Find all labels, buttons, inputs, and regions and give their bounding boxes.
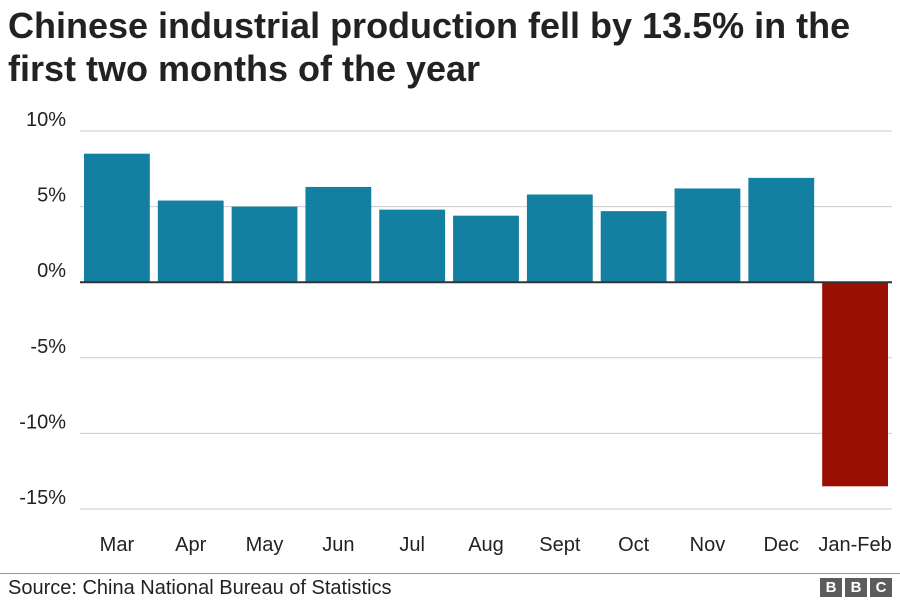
- bar-dec: [748, 177, 815, 283]
- chart-title: Chinese industrial production fell by 13…: [8, 5, 851, 89]
- bar-aug: [453, 215, 519, 283]
- bar-chart: 10% 5% 0% -5% -10% -15% Mar Apr May Jun Jul Aug Sep…: [19, 110, 892, 556]
- y-tick-label: -5%: [30, 336, 66, 358]
- bar-may: [231, 206, 298, 283]
- y-axis-tick-labels: 10% 5% 0% -5% -10% -15%: [19, 110, 66, 509]
- source-note: Source: China National Bureau of Statist…: [8, 577, 392, 599]
- bar-jun: [305, 186, 372, 283]
- y-tick-label: 0%: [37, 260, 66, 282]
- x-tick-label: May: [246, 534, 284, 556]
- footer-divider: [0, 573, 900, 574]
- x-tick-label: Oct: [618, 534, 650, 556]
- bbc-logo: B B C: [820, 578, 892, 597]
- x-tick-label: Jul: [399, 534, 425, 556]
- x-tick-label: Aug: [468, 534, 504, 556]
- x-tick-label: Apr: [175, 534, 206, 556]
- x-tick-label: Jan-Feb: [818, 534, 891, 556]
- bbc-logo-letter-3: C: [870, 578, 892, 597]
- x-tick-label: Jun: [322, 534, 354, 556]
- bar-nov: [674, 188, 741, 283]
- bars: [84, 153, 888, 487]
- y-tick-label: 10%: [26, 110, 66, 131]
- bar-mar: [84, 153, 150, 283]
- bar-apr: [157, 200, 224, 283]
- x-tick-label: Mar: [100, 534, 135, 556]
- y-tick-label: 5%: [37, 185, 66, 207]
- x-tick-label: Dec: [763, 534, 799, 556]
- x-axis-tick-labels: Mar Apr May Jun Jul Aug Sept Oct Nov Dec Jan-Feb: [100, 534, 892, 556]
- y-tick-label: -15%: [19, 487, 66, 509]
- bbc-logo-letter-1: B: [820, 578, 842, 597]
- x-tick-label: Nov: [690, 534, 726, 556]
- y-tick-label: -10%: [19, 411, 66, 433]
- bar-oct: [600, 211, 667, 283]
- x-tick-label: Sept: [539, 534, 581, 556]
- bbc-logo-letter-2: B: [845, 578, 867, 597]
- bar-jul: [379, 209, 446, 283]
- bar-jan-feb: [822, 282, 888, 487]
- bar-sept: [526, 194, 593, 283]
